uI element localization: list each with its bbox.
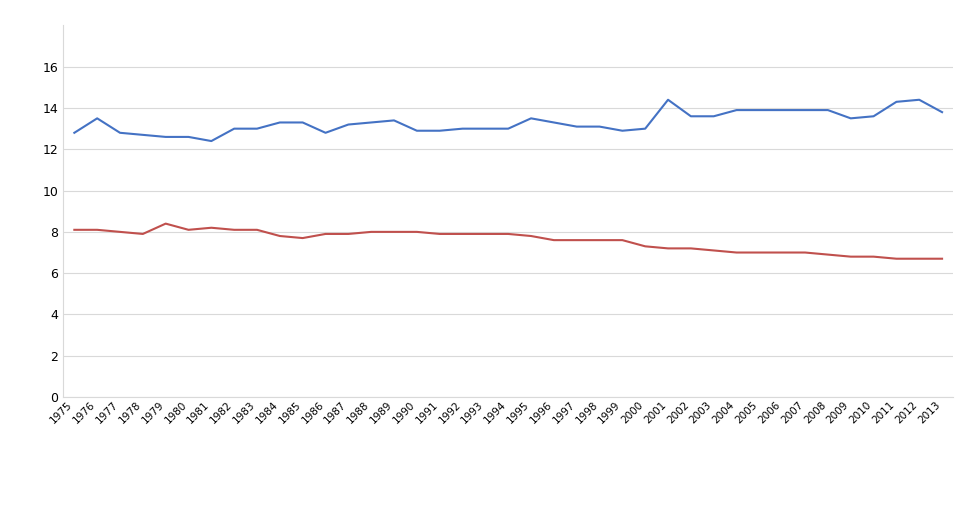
Deaths (228, 227, 240, 233)
Deaths (753, 249, 765, 256)
New cases (502, 126, 514, 132)
New cases (845, 116, 857, 122)
New cases (479, 126, 491, 132)
New cases (91, 116, 103, 122)
New cases (685, 113, 697, 119)
New cases (662, 97, 674, 103)
New cases (388, 118, 400, 124)
New cases (274, 120, 286, 126)
Deaths (411, 229, 423, 235)
New cases (297, 120, 309, 126)
Deaths (526, 233, 537, 239)
New cases (891, 99, 902, 105)
New cases (708, 113, 719, 119)
Deaths (800, 249, 811, 256)
New cases (411, 128, 423, 134)
Deaths (776, 249, 788, 256)
New cases (365, 120, 377, 126)
New cases (343, 122, 354, 128)
New cases (137, 132, 149, 138)
Deaths (297, 235, 309, 241)
New cases (936, 109, 948, 115)
Deaths (822, 251, 833, 258)
New cases (160, 134, 171, 140)
New cases (571, 124, 583, 130)
Deaths (205, 224, 217, 231)
Deaths (434, 231, 445, 237)
New cases (640, 126, 651, 132)
Deaths (548, 237, 560, 243)
New cases (753, 107, 765, 113)
Deaths (571, 237, 583, 243)
Deaths (388, 229, 400, 235)
New cases (319, 130, 331, 136)
Deaths (845, 253, 857, 260)
Deaths (479, 231, 491, 237)
New cases (457, 126, 469, 132)
Deaths (114, 229, 126, 235)
New cases (776, 107, 788, 113)
Deaths (69, 227, 80, 233)
Deaths (593, 237, 605, 243)
Deaths (867, 253, 879, 260)
Deaths (319, 231, 331, 237)
Deaths (891, 256, 902, 262)
Deaths (936, 256, 948, 262)
New cases (205, 138, 217, 144)
Deaths (91, 227, 103, 233)
New cases (548, 120, 560, 126)
Line: New cases: New cases (75, 100, 942, 141)
Deaths (662, 245, 674, 251)
New cases (434, 128, 445, 134)
Deaths (708, 247, 719, 253)
Deaths (914, 256, 925, 262)
New cases (593, 124, 605, 130)
New cases (69, 130, 80, 136)
New cases (800, 107, 811, 113)
New cases (114, 130, 126, 136)
New cases (617, 128, 628, 134)
New cases (914, 97, 925, 103)
New cases (183, 134, 195, 140)
Deaths (160, 220, 171, 227)
New cases (822, 107, 833, 113)
Deaths (617, 237, 628, 243)
Line: Deaths: Deaths (75, 223, 942, 259)
Deaths (343, 231, 354, 237)
Deaths (365, 229, 377, 235)
Deaths (731, 249, 742, 256)
New cases (252, 126, 263, 132)
Deaths (183, 227, 195, 233)
New cases (731, 107, 742, 113)
Deaths (685, 245, 697, 251)
Deaths (640, 243, 651, 249)
Deaths (457, 231, 469, 237)
New cases (867, 113, 879, 119)
Deaths (502, 231, 514, 237)
Deaths (137, 231, 149, 237)
New cases (526, 116, 537, 122)
New cases (228, 126, 240, 132)
Deaths (274, 233, 286, 239)
Deaths (252, 227, 263, 233)
